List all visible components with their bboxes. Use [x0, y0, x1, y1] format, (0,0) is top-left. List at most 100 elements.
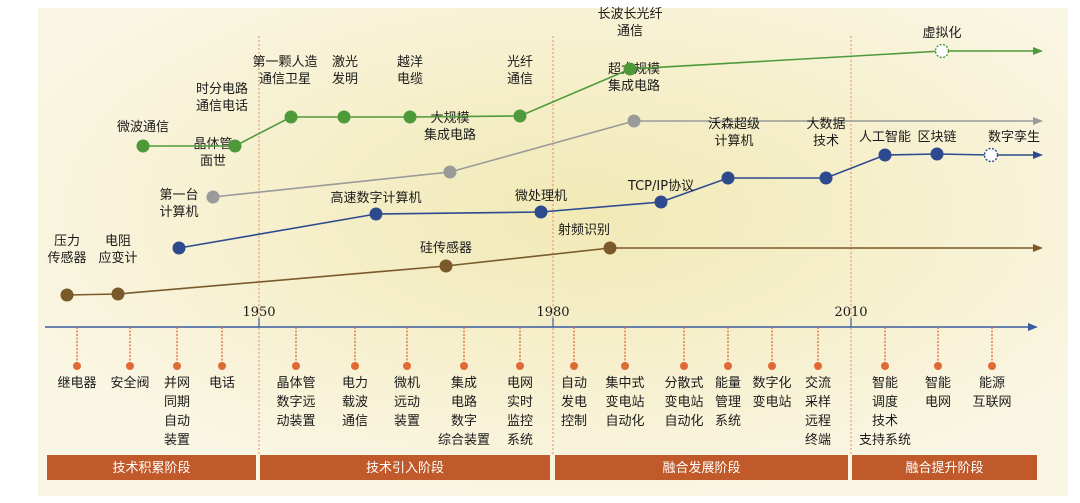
milestone-node-dianzu	[111, 287, 125, 301]
grid-milestone-label: 变电站	[752, 394, 791, 410]
milestone-label-dianzu: 应变计	[98, 250, 137, 266]
milestone-node-changbo	[623, 62, 637, 76]
milestone-label-tcpip: TCP/IP协议	[627, 179, 694, 194]
milestone-label-jiguang: 激光	[332, 55, 358, 70]
milestone-node-woseng	[721, 171, 735, 185]
year-label: 1980	[536, 305, 569, 320]
grid-milestone-label: 同期	[164, 395, 190, 410]
grid-milestone-dot	[768, 362, 776, 370]
milestone-node-rengong	[878, 148, 892, 162]
grid-milestone-dot	[173, 362, 181, 370]
milestone-node-yali	[60, 288, 74, 302]
milestone-label-yali: 压力	[54, 234, 80, 249]
milestone-label-yueyang: 越洋	[397, 55, 423, 70]
milestone-label-changbo: 通信	[617, 24, 643, 39]
grid-milestone-label: 装置	[164, 433, 190, 448]
grid-milestone-label: 自动	[561, 376, 587, 391]
brown-track-arrowhead	[1033, 244, 1043, 252]
milestone-node-qukuai	[930, 147, 944, 161]
blue-track-arrowhead	[1033, 151, 1043, 159]
grid-milestone-dot	[292, 362, 300, 370]
grid-milestone-label: 载波	[342, 395, 368, 410]
grid-milestone-label: 智能	[872, 376, 898, 391]
grid-milestone-dot	[351, 362, 359, 370]
milestone-label-weixing: 第一颗人造	[252, 55, 317, 70]
milestone-node-daguimo	[443, 165, 457, 179]
grid-milestone-label: 远动	[394, 395, 420, 410]
grid-milestone-dot	[680, 362, 688, 370]
grid-milestone-label: 动装置	[276, 414, 315, 429]
grid-milestone-label: 集成	[451, 375, 477, 391]
milestone-label-gaosu: 高速数字计算机	[330, 190, 421, 206]
time-axis: 1950 1980 2010	[45, 305, 1038, 331]
grid-milestone-dot	[881, 362, 889, 370]
grid-milestone-label: 技术	[872, 414, 898, 429]
gray-track: 晶体管面世大规模集成电路超大规模集成电路	[193, 62, 1043, 204]
time-axis-arrowhead	[1028, 323, 1038, 331]
grid-milestone-label: 数字化	[752, 376, 791, 391]
stage-segment	[555, 455, 848, 480]
stage-segment	[852, 455, 1037, 480]
milestone-node-gaosu	[369, 207, 383, 221]
grid-milestone-label: 智能	[925, 376, 951, 391]
grid-milestone-label: 晶体管	[276, 376, 315, 391]
milestone-node-yueyang	[403, 110, 417, 124]
milestone-node-weichuli	[534, 205, 548, 219]
grid-milestone-dot	[724, 362, 732, 370]
grid-milestone-label: 系统	[715, 414, 741, 429]
grid-milestone-label: 控制	[561, 414, 587, 429]
grid-milestone-dot	[934, 362, 942, 370]
milestone-label-jiguang: 发明	[332, 71, 358, 87]
milestone-node-xuni	[934, 43, 950, 59]
milestone-label-daguimo: 集成电路	[424, 127, 476, 143]
grid-milestone: 继电器	[57, 327, 97, 391]
grid-milestone-label: 能源	[979, 376, 1005, 391]
grid-milestone-dot	[126, 362, 134, 370]
grid-milestone-label: 采样	[805, 395, 831, 410]
grid-milestone-label: 监控	[507, 414, 533, 429]
milestone-label-qukuai: 区块链	[917, 130, 956, 145]
grid-milestone-label: 数字	[451, 414, 477, 429]
stage-label: 融合发展阶段	[662, 460, 740, 476]
grid-milestone-label: 电话	[209, 376, 235, 391]
milestone-label-shuzi: 数字孪生	[988, 129, 1040, 145]
grid-milestone-label: 能量	[715, 376, 741, 391]
grid-milestone-label: 电路	[451, 394, 477, 410]
milestone-label-dashuju: 大数据	[806, 117, 845, 132]
grid-milestone-label: 继电器	[57, 376, 96, 391]
grid-milestone-label: 装置	[394, 414, 420, 429]
stage-bar: 技术积累阶段 技术引入阶段 融合发展阶段 融合提升阶段	[47, 455, 1037, 480]
grid-milestone-label: 分散式	[664, 376, 703, 391]
grid-milestone-label: 并网	[164, 376, 190, 391]
year-label: 1950	[242, 305, 275, 320]
grid-milestone-label: 电网	[925, 395, 951, 410]
grid-milestone-dot	[570, 362, 578, 370]
milestone-label-guangxian: 光纤	[507, 55, 533, 70]
grid-milestone-dot	[73, 362, 81, 370]
green-track-arrowhead	[1033, 47, 1043, 55]
grid-milestone-label: 自动化	[605, 414, 644, 429]
milestone-node-guangxian	[513, 109, 527, 123]
milestone-node-jingti	[206, 190, 220, 204]
grid-milestone-dot	[814, 362, 822, 370]
grid-milestone-label: 支持系统	[859, 433, 911, 448]
grid-milestone-label: 调度	[872, 394, 898, 410]
grid-milestone: 安全阀	[110, 327, 150, 391]
grid-milestone-dot	[516, 362, 524, 370]
grid-milestone-dot	[988, 362, 996, 370]
grid-milestone-dot	[218, 362, 226, 370]
gray-track-arrowhead	[1033, 117, 1043, 125]
stage-segment	[260, 455, 550, 480]
milestone-label-dianzu: 电阻	[105, 234, 131, 249]
milestone-node-diyitai	[172, 241, 186, 255]
grid-milestone-dot	[621, 362, 629, 370]
grid-milestone-label: 电网	[507, 376, 533, 391]
